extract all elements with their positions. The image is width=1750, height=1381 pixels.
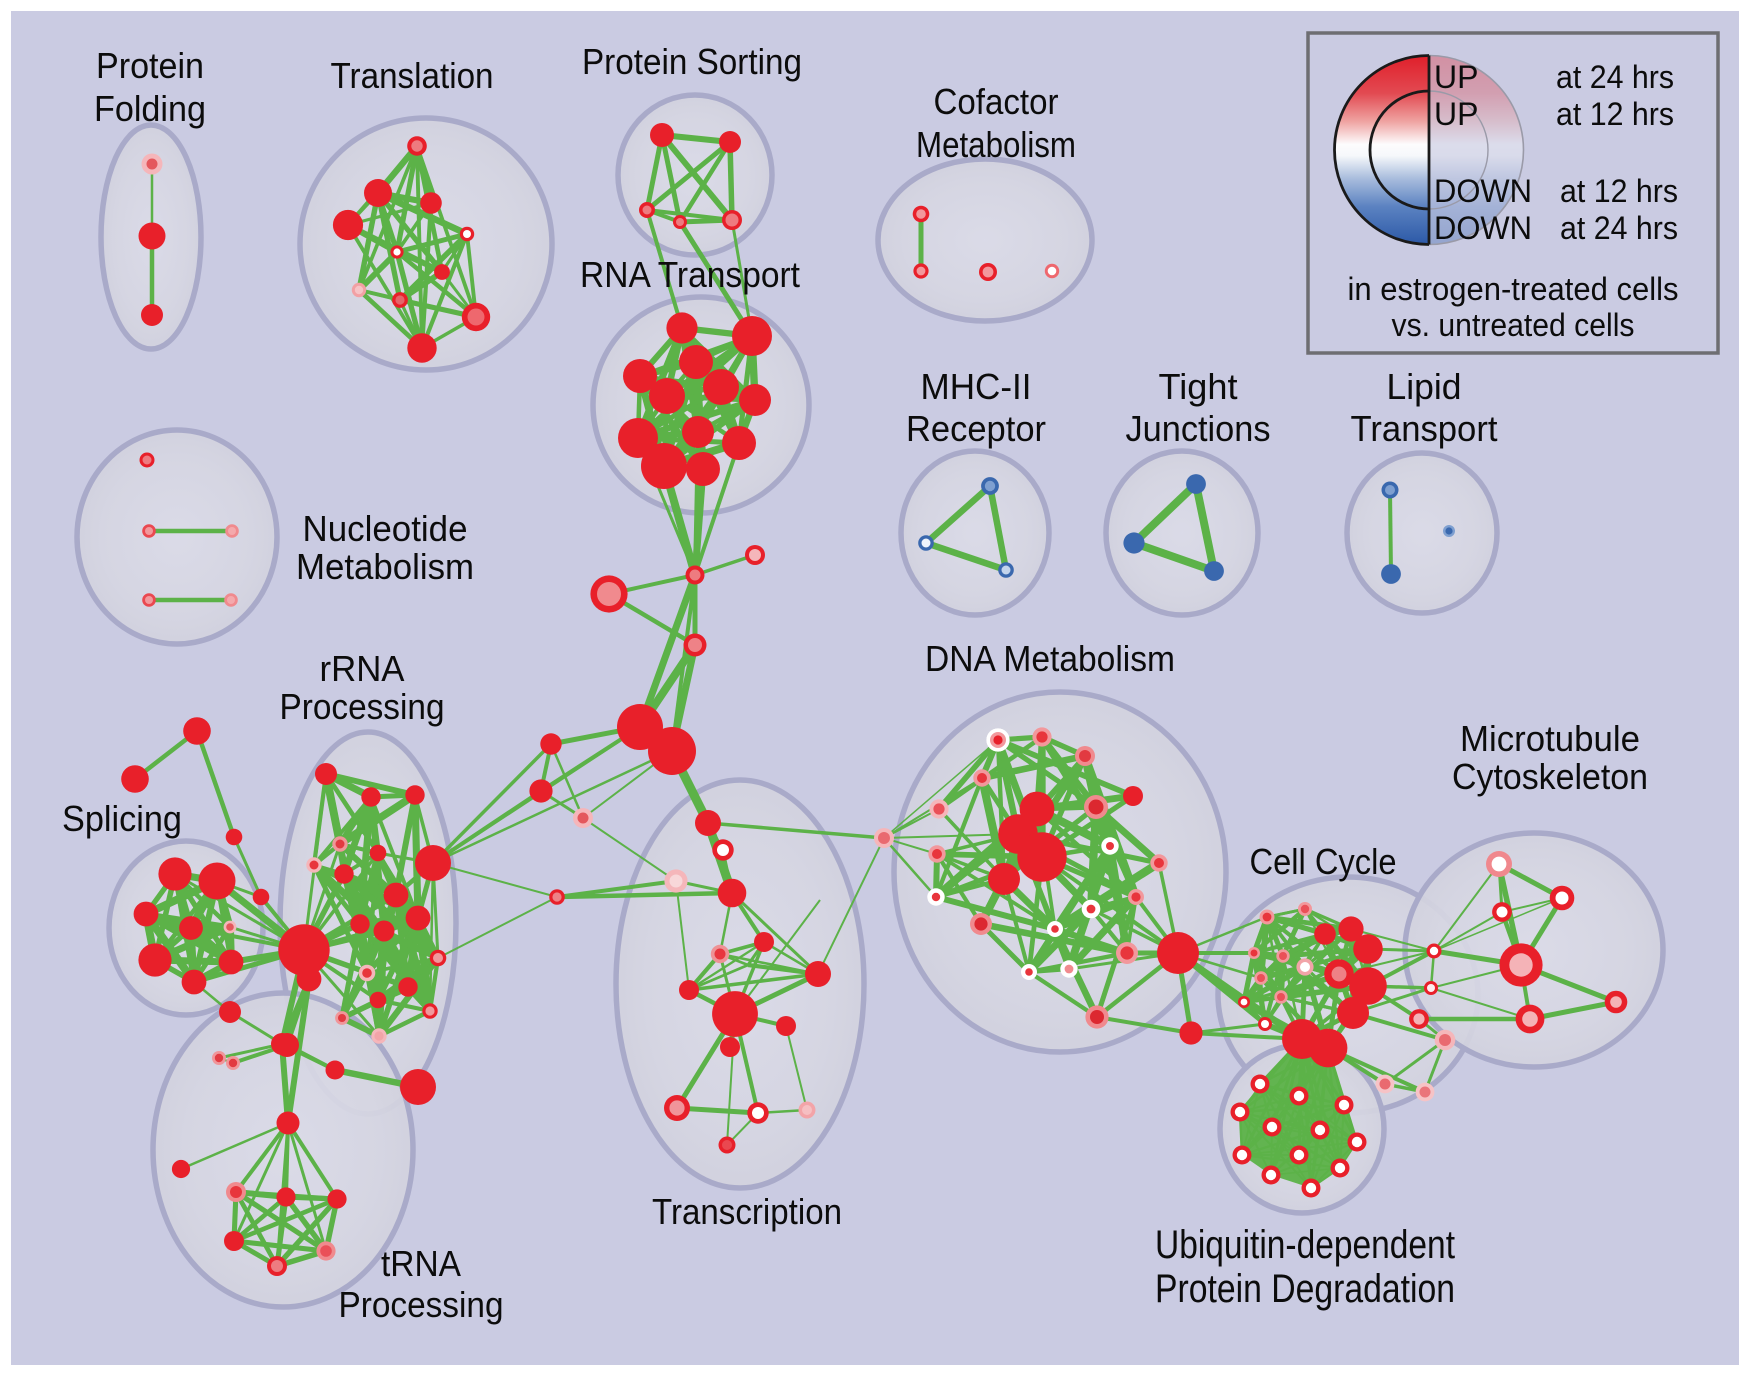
svg-text:Metabolism: Metabolism bbox=[296, 546, 474, 587]
svg-text:at 12 hrs: at 12 hrs bbox=[1556, 96, 1674, 132]
svg-text:UP: UP bbox=[1434, 59, 1478, 95]
svg-text:Microtubule: Microtubule bbox=[1460, 718, 1640, 759]
svg-text:RNA Transport: RNA Transport bbox=[580, 254, 800, 295]
svg-text:Processing: Processing bbox=[339, 1284, 504, 1325]
svg-text:Nucleotide: Nucleotide bbox=[303, 508, 468, 549]
svg-text:Lipid: Lipid bbox=[1387, 366, 1462, 407]
svg-text:Junctions: Junctions bbox=[1126, 408, 1271, 449]
svg-text:Splicing: Splicing bbox=[62, 798, 182, 839]
svg-text:Protein Sorting: Protein Sorting bbox=[582, 41, 802, 82]
svg-text:Cofactor: Cofactor bbox=[934, 81, 1059, 122]
svg-text:Tight: Tight bbox=[1159, 366, 1238, 407]
svg-text:Transcription: Transcription bbox=[652, 1191, 842, 1232]
svg-text:DOWN: DOWN bbox=[1434, 210, 1532, 246]
svg-text:at 24 hrs: at 24 hrs bbox=[1560, 210, 1678, 246]
svg-text:Processing: Processing bbox=[280, 686, 445, 727]
svg-text:UP: UP bbox=[1434, 96, 1478, 132]
svg-text:rRNA: rRNA bbox=[320, 648, 405, 689]
svg-text:Metabolism: Metabolism bbox=[916, 124, 1076, 165]
svg-text:vs. untreated cells: vs. untreated cells bbox=[1392, 307, 1635, 343]
svg-text:tRNA: tRNA bbox=[381, 1243, 461, 1284]
svg-text:Cell Cycle: Cell Cycle bbox=[1250, 841, 1397, 882]
svg-text:Receptor: Receptor bbox=[906, 408, 1046, 449]
svg-text:in estrogen-treated cells: in estrogen-treated cells bbox=[1348, 271, 1679, 307]
svg-text:Ubiquitin-dependent: Ubiquitin-dependent bbox=[1155, 1223, 1455, 1267]
svg-text:MHC-II: MHC-II bbox=[921, 366, 1032, 407]
svg-text:Cytoskeleton: Cytoskeleton bbox=[1452, 756, 1648, 797]
svg-text:Transport: Transport bbox=[1351, 408, 1498, 449]
svg-text:Protein Degradation: Protein Degradation bbox=[1155, 1267, 1455, 1311]
svg-text:Translation: Translation bbox=[331, 55, 494, 96]
svg-text:Protein: Protein bbox=[96, 45, 204, 86]
svg-text:DNA Metabolism: DNA Metabolism bbox=[925, 638, 1175, 679]
svg-text:DOWN: DOWN bbox=[1434, 173, 1532, 209]
svg-text:Folding: Folding bbox=[94, 88, 206, 129]
svg-text:at 24 hrs: at 24 hrs bbox=[1556, 59, 1674, 95]
svg-text:at 12 hrs: at 12 hrs bbox=[1560, 173, 1678, 209]
